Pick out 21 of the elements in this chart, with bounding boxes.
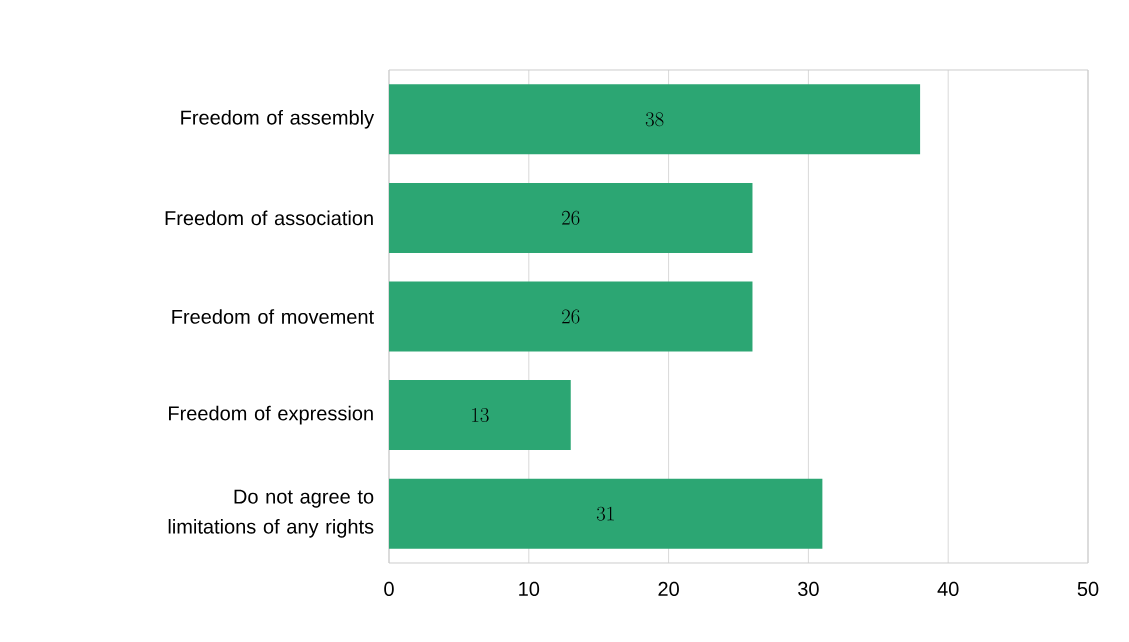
- x-tick-label: 50: [1077, 581, 1099, 597]
- x-tick-label: 30: [798, 581, 819, 597]
- data-label: 26: [562, 210, 580, 225]
- x-tick-label: 10: [519, 581, 540, 597]
- bar: [389, 281, 753, 352]
- data-label: 26: [562, 309, 580, 324]
- y-tick-label: Freedom of movement: [172, 309, 374, 324]
- data-label: 38: [645, 112, 664, 127]
- y-tick-label: Freedom of assembly: [181, 109, 375, 129]
- bar: [389, 182, 753, 253]
- bar: [389, 478, 823, 549]
- y-tick-label: Do not agree to limitations of any rights: [168, 489, 374, 538]
- bar: [389, 380, 571, 451]
- x-tick-label: 40: [937, 581, 959, 597]
- data-label: 31: [596, 506, 614, 521]
- x-tick-label: 0: [384, 581, 394, 597]
- x-tick-label: 20: [658, 581, 679, 597]
- bar: [389, 84, 921, 155]
- y-tick-label: Freedom of association: [165, 210, 373, 226]
- y-tick-label: Freedom of expression: [169, 405, 373, 425]
- data-label: 13: [472, 408, 489, 423]
